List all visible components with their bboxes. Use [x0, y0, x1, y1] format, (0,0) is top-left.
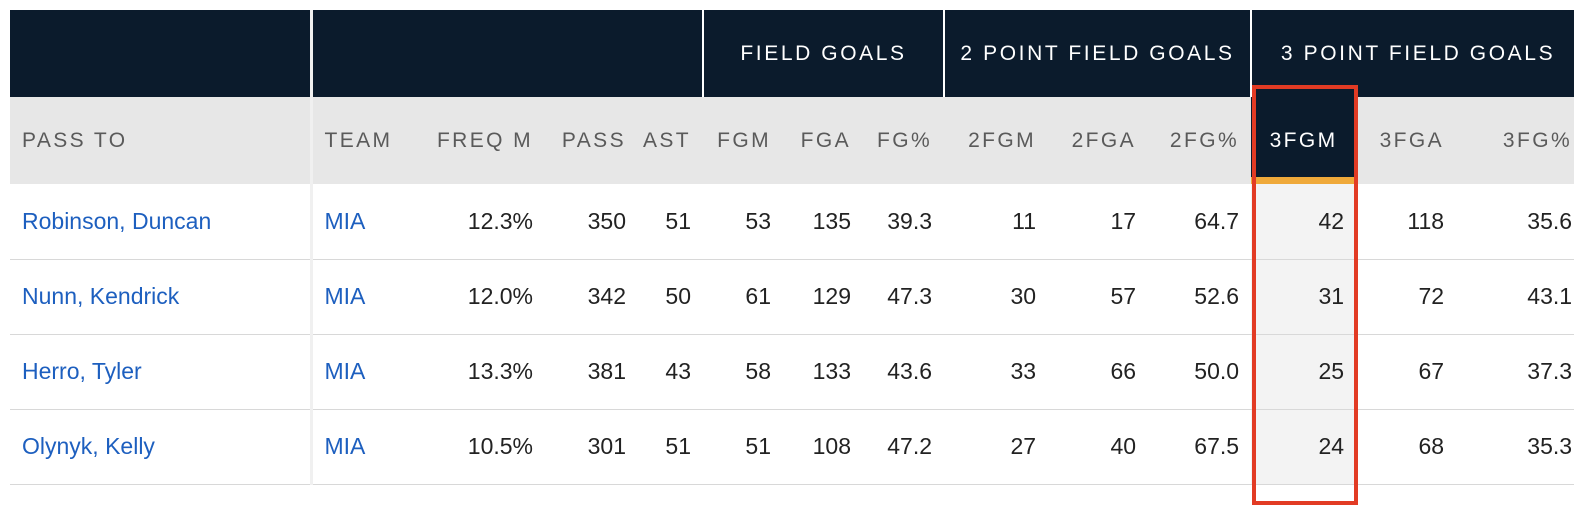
column-header-pass-to[interactable]: PASS TO — [10, 97, 313, 184]
fga-cell: 133 — [783, 334, 863, 410]
3fgm-cell: 31 — [1251, 259, 1357, 335]
freq-cell: 12.3% — [421, 184, 545, 260]
ast-cell: 50 — [638, 259, 703, 335]
2fgm-cell: 33 — [944, 334, 1049, 410]
group-header-blank — [10, 10, 313, 97]
column-header-freq[interactable]: FREQ M — [421, 97, 545, 184]
column-header-2fga[interactable]: 2FGA — [1048, 97, 1149, 184]
2fgm-cell: 11 — [944, 184, 1049, 260]
2fg-pct-cell: 64.7 — [1148, 184, 1252, 260]
3fga-cell: 118 — [1356, 184, 1457, 260]
player-link[interactable]: Herro, Tyler — [10, 334, 313, 410]
pass-cell: 381 — [545, 334, 638, 410]
fga-cell: 129 — [783, 259, 863, 335]
ast-cell: 51 — [638, 184, 703, 260]
column-header-fgm[interactable]: FGM — [703, 97, 783, 184]
column-header-2fg-pct[interactable]: 2FG% — [1148, 97, 1252, 184]
2fg-pct-cell: 67.5 — [1148, 409, 1252, 485]
3fgm-cell: 42 — [1251, 184, 1357, 260]
column-header-3fgm-sorted[interactable]: 3FGM — [1251, 97, 1357, 184]
ast-cell: 51 — [638, 409, 703, 485]
2fg-pct-cell: 50.0 — [1148, 334, 1252, 410]
column-header-3fg-pct[interactable]: 3FG% — [1456, 97, 1574, 184]
column-header-fg-pct[interactable]: FG% — [863, 97, 945, 184]
3fgm-cell: 24 — [1251, 409, 1357, 485]
2fga-cell: 17 — [1048, 184, 1149, 260]
table-row: Nunn, Kendrick MIA 12.0% 342 50 61 129 4… — [10, 259, 1574, 335]
team-link[interactable]: MIA — [311, 409, 421, 485]
2fgm-cell: 30 — [944, 259, 1049, 335]
3fga-cell: 72 — [1356, 259, 1457, 335]
column-header-3fga[interactable]: 3FGA — [1356, 97, 1457, 184]
3fgm-cell: 25 — [1251, 334, 1357, 410]
3fg-pct-cell: 43.1 — [1456, 259, 1574, 335]
table-row: Robinson, Duncan MIA 12.3% 350 51 53 135… — [10, 184, 1574, 260]
group-header-2pt-field-goals: 2 POINT FIELD GOALS — [943, 10, 1252, 97]
group-header-field-goals: FIELD GOALS — [701, 10, 945, 97]
2fga-cell: 66 — [1048, 334, 1149, 410]
fga-cell: 108 — [783, 409, 863, 485]
team-link[interactable]: MIA — [311, 259, 421, 335]
2fga-cell: 57 — [1048, 259, 1149, 335]
2fga-cell: 40 — [1048, 409, 1149, 485]
freq-cell: 10.5% — [421, 409, 545, 485]
group-header-3pt-field-goals: 3 POINT FIELD GOALS — [1250, 10, 1574, 97]
player-link[interactable]: Nunn, Kendrick — [10, 259, 313, 335]
column-header-pass[interactable]: PASS — [545, 97, 638, 184]
table-row: Olynyk, Kelly MIA 10.5% 301 51 51 108 47… — [10, 409, 1574, 485]
fgm-cell: 53 — [703, 184, 783, 260]
team-link[interactable]: MIA — [311, 334, 421, 410]
fgm-cell: 51 — [703, 409, 783, 485]
fg-pct-cell: 39.3 — [863, 184, 945, 260]
pass-cell: 301 — [545, 409, 638, 485]
fg-pct-cell: 43.6 — [863, 334, 945, 410]
ast-cell: 43 — [638, 334, 703, 410]
column-header-row: PASS TO TEAM FREQ M PASS AST FGM FGA FG%… — [10, 97, 1574, 184]
column-header-2fgm[interactable]: 2FGM — [944, 97, 1049, 184]
3fg-pct-cell: 37.3 — [1456, 334, 1574, 410]
fga-cell: 135 — [783, 184, 863, 260]
pass-cell: 342 — [545, 259, 638, 335]
table-row: Herro, Tyler MIA 13.3% 381 43 58 133 43.… — [10, 334, 1574, 410]
player-link[interactable]: Olynyk, Kelly — [10, 409, 313, 485]
passing-stats-table: FIELD GOALS 2 POINT FIELD GOALS 3 POINT … — [10, 10, 1574, 485]
team-link[interactable]: MIA — [311, 184, 421, 260]
group-header-row: FIELD GOALS 2 POINT FIELD GOALS 3 POINT … — [10, 10, 1574, 97]
pass-cell: 350 — [545, 184, 638, 260]
freq-cell: 12.0% — [421, 259, 545, 335]
fg-pct-cell: 47.3 — [863, 259, 945, 335]
column-header-team[interactable]: TEAM — [311, 97, 421, 184]
group-header-blank — [311, 10, 703, 97]
fg-pct-cell: 47.2 — [863, 409, 945, 485]
3fga-cell: 67 — [1356, 334, 1457, 410]
passing-stats-table-container: FIELD GOALS 2 POINT FIELD GOALS 3 POINT … — [10, 10, 1574, 492]
2fg-pct-cell: 52.6 — [1148, 259, 1252, 335]
column-header-fga[interactable]: FGA — [783, 97, 863, 184]
3fg-pct-cell: 35.6 — [1456, 184, 1574, 260]
player-link[interactable]: Robinson, Duncan — [10, 184, 313, 260]
3fga-cell: 68 — [1356, 409, 1457, 485]
3fg-pct-cell: 35.3 — [1456, 409, 1574, 485]
freq-cell: 13.3% — [421, 334, 545, 410]
fgm-cell: 61 — [703, 259, 783, 335]
2fgm-cell: 27 — [944, 409, 1049, 485]
column-header-ast[interactable]: AST — [638, 97, 703, 184]
fgm-cell: 58 — [703, 334, 783, 410]
